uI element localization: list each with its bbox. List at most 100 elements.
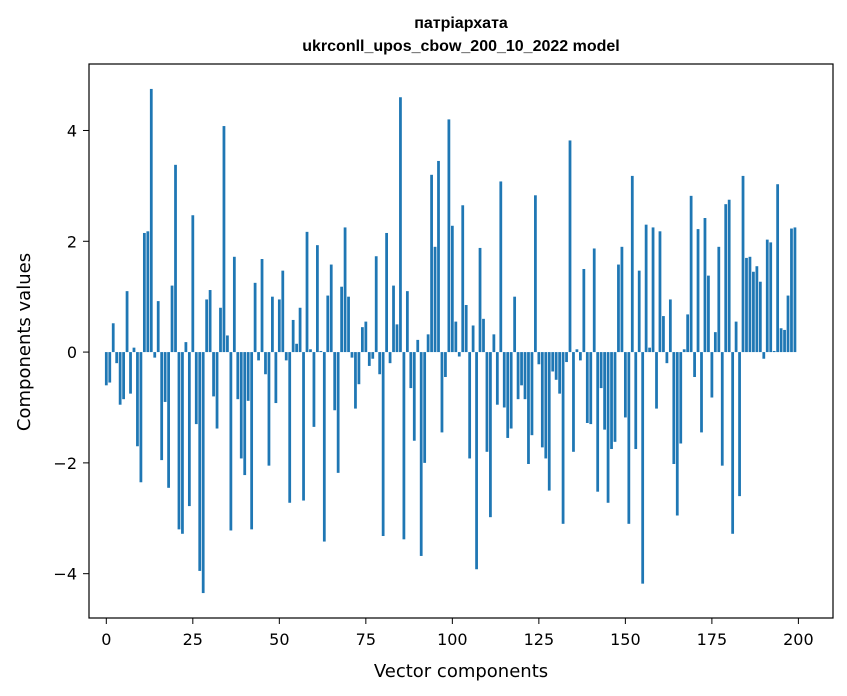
bar-190 <box>762 352 766 359</box>
x-tick-label: 175 <box>697 630 728 649</box>
bar-89 <box>412 352 416 441</box>
bar-160 <box>658 231 662 353</box>
x-axis-ticks: 0 25 50 75 100 125 150 175 200 <box>101 618 814 649</box>
bar-129 <box>551 352 555 372</box>
bar-165 <box>675 352 679 516</box>
x-tick-label: 0 <box>101 630 111 649</box>
bar-127 <box>544 352 548 459</box>
bar-77 <box>371 352 375 359</box>
y-tick-label: −2 <box>53 454 77 473</box>
bar-14 <box>153 352 157 358</box>
bar-88 <box>409 352 413 389</box>
bar-104 <box>464 304 468 353</box>
bar-146 <box>610 352 613 450</box>
chart-title-line-2: ukrconll_upos_cbow_200_10_2022 model <box>302 38 619 55</box>
bar-144 <box>603 352 606 430</box>
bar-130 <box>554 352 558 380</box>
bar-85 <box>399 97 402 353</box>
x-tick-label: 75 <box>356 630 376 649</box>
bar-189 <box>758 281 762 353</box>
bar-182 <box>734 321 738 353</box>
bar-128 <box>547 352 551 491</box>
bar-9 <box>136 352 139 447</box>
bar-69 <box>343 227 347 353</box>
x-tick-label: 125 <box>524 630 555 649</box>
bar-80 <box>381 352 385 537</box>
bar-124 <box>534 195 537 353</box>
bar-13 <box>149 88 153 353</box>
bar-67 <box>336 352 340 473</box>
bar-15 <box>156 301 160 353</box>
bar-148 <box>617 264 620 353</box>
bar-74 <box>360 327 364 353</box>
bar-55 <box>295 343 299 353</box>
bar-188 <box>755 266 759 353</box>
bar-3 <box>115 352 119 364</box>
bar-174 <box>707 275 710 353</box>
bar-172 <box>700 352 703 433</box>
bar-56 <box>298 307 302 353</box>
bar-159 <box>655 352 658 409</box>
bar-30 <box>208 290 212 353</box>
bar-73 <box>357 352 361 385</box>
bar-118 <box>513 296 517 353</box>
bar-37 <box>232 256 236 353</box>
bar-154 <box>637 270 641 353</box>
bar-153 <box>634 352 638 450</box>
bar-105 <box>468 352 472 459</box>
bar-169 <box>689 195 693 353</box>
bar-78 <box>374 256 378 353</box>
bar-46 <box>264 352 267 375</box>
bar-43 <box>253 282 257 353</box>
bar-59 <box>309 349 312 353</box>
bar-175 <box>710 352 714 398</box>
bar-39 <box>239 352 243 459</box>
bar-98 <box>444 352 447 378</box>
bar-117 <box>509 352 513 429</box>
bar-102 <box>457 352 461 357</box>
bar-11 <box>142 232 146 353</box>
bar-137 <box>579 352 582 361</box>
bar-51 <box>281 270 285 353</box>
bar-120 <box>520 352 523 386</box>
bar-162 <box>665 352 669 364</box>
bar-91 <box>419 352 423 556</box>
bar-125 <box>537 352 541 365</box>
bar-101 <box>454 321 458 353</box>
bars-group <box>104 88 797 594</box>
bar-60 <box>312 352 316 427</box>
y-axis-label: Components values <box>14 253 35 431</box>
x-tick-label: 25 <box>183 630 203 649</box>
bar-163 <box>668 299 672 353</box>
bar-82 <box>388 352 392 364</box>
bar-161 <box>662 316 665 353</box>
bar-27 <box>198 352 202 571</box>
bar-32 <box>215 352 219 429</box>
bar-57 <box>302 352 305 501</box>
bar-6 <box>125 291 129 353</box>
chart-title-line-1: патріархата <box>414 15 508 32</box>
bar-179 <box>724 204 728 353</box>
bar-28 <box>201 352 205 594</box>
x-axis-label: Vector components <box>374 661 548 682</box>
bar-34 <box>222 126 226 353</box>
bar-195 <box>779 328 783 353</box>
bar-42 <box>250 352 254 530</box>
bar-41 <box>246 352 250 401</box>
bar-112 <box>492 334 496 353</box>
bar-136 <box>575 349 579 353</box>
bar-84 <box>395 324 399 353</box>
bar-24 <box>187 352 191 507</box>
bar-111 <box>489 352 492 518</box>
bar-19 <box>170 285 174 353</box>
bar-92 <box>423 352 427 463</box>
bar-151 <box>627 352 631 524</box>
bar-119 <box>516 352 520 400</box>
bar-184 <box>741 175 745 353</box>
bar-107 <box>475 352 478 570</box>
bar-106 <box>471 325 475 353</box>
bar-0 <box>104 352 108 386</box>
bar-171 <box>696 229 700 353</box>
bar-103 <box>461 205 465 353</box>
bar-20 <box>174 164 177 353</box>
